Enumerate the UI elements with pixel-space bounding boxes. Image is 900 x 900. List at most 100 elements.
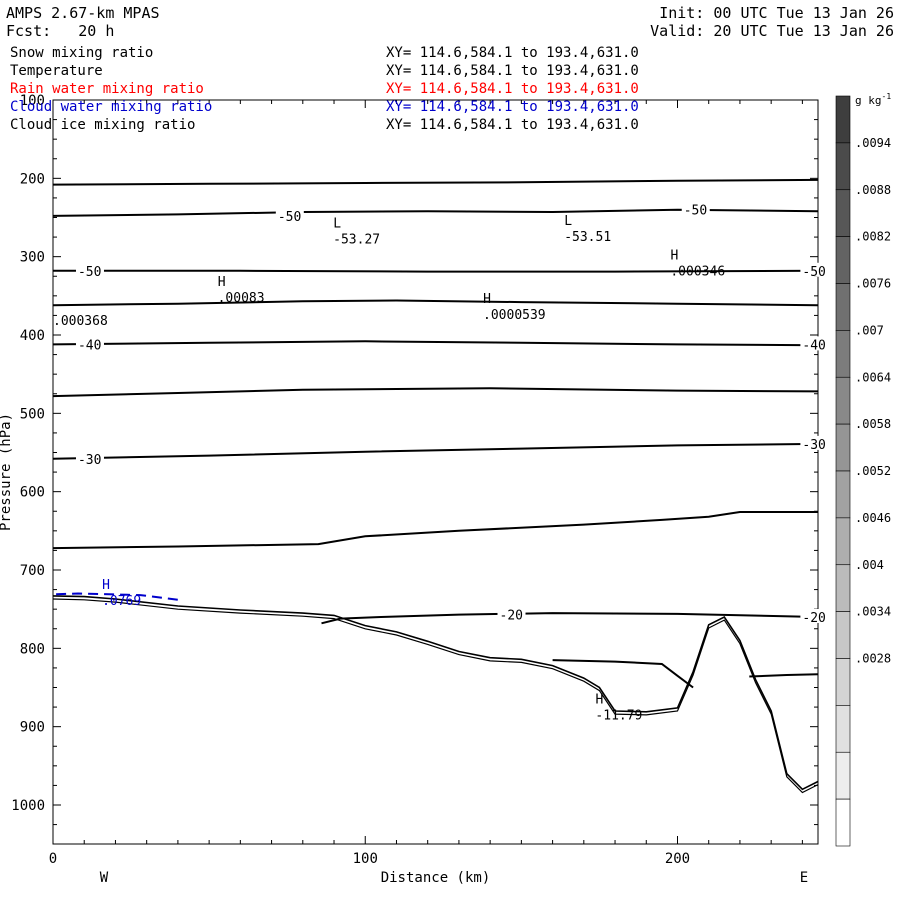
colorbar-label-3: .0076 — [855, 277, 891, 291]
x-axis-label: Distance (km) — [381, 870, 491, 886]
isotherm-label-bg — [800, 435, 829, 450]
isotherm-label-bg — [681, 201, 710, 216]
field-xy-temperature: XY= 114.6,584.1 to 193.4,631.0 — [386, 63, 639, 79]
colorbar-swatch-11 — [835, 611, 851, 659]
y-tick-label-9: 1000 — [11, 798, 45, 814]
colorbar-swatch-5 — [835, 330, 851, 378]
colorbar-label-6: .0058 — [855, 417, 891, 431]
x-tick-label-0: 0 — [49, 851, 57, 867]
field-xy-cloud-water: XY= 114.6,584.1 to 193.4,631.0 — [386, 99, 639, 115]
extremum-letter-1: L — [564, 214, 572, 229]
colorbar-swatch-14 — [835, 751, 851, 800]
extremum-value-2: .000346 — [670, 264, 725, 279]
y-tick-label-8: 900 — [20, 720, 45, 736]
isotherm-6 — [52, 442, 819, 460]
isotherm-label-bg — [800, 336, 829, 351]
extremum-letter-5: H — [102, 578, 110, 593]
isotherm-label-8: -20 — [500, 609, 523, 624]
direction-west: W — [100, 870, 109, 886]
colorbar-label-9: .004 — [855, 558, 884, 572]
extremum-value-1: -53.51 — [564, 230, 611, 245]
isotherm-label-bg — [75, 262, 104, 277]
x-tick-label-1: 100 — [353, 851, 378, 867]
isotherm-label-4: -40 — [78, 338, 101, 353]
model-title: AMPS 2.67-km MPAS — [6, 4, 160, 22]
extremum-letter-4: H — [483, 292, 491, 307]
extremum-letter-3: H — [218, 275, 226, 290]
field-name-cloud-ice: Cloud ice mixing ratio — [10, 117, 196, 133]
init-time: Init: 00 UTC Tue 13 Jan 26 — [659, 4, 894, 22]
y-tick-label-7: 800 — [20, 641, 45, 657]
isotherm-8 — [321, 612, 819, 625]
colorbar-label-8: .0046 — [855, 511, 891, 525]
field-name-rain: Rain water mixing ratio — [10, 81, 204, 97]
y-tick-label-3: 400 — [20, 328, 45, 344]
isotherm-label-bg — [75, 450, 104, 465]
isotherm-7 — [52, 511, 818, 550]
isotherm-label-6: -30 — [78, 453, 101, 468]
y-tick-label-0: 100 — [20, 93, 45, 109]
contour-value-label-0: .000368 — [53, 314, 108, 329]
colorbar-label-0: .0094 — [855, 136, 891, 150]
colorbar-swatch-8 — [835, 470, 851, 519]
isotherm-label-3: -50 — [802, 265, 825, 280]
colorbar-unit: g kg-1 — [855, 92, 891, 107]
colorbar-label-5: .0064 — [855, 370, 891, 384]
colorbar-swatch-13 — [835, 705, 851, 753]
isotherm-label-0: -50 — [278, 210, 301, 225]
field-name-temperature: Temperature — [10, 63, 103, 79]
isotherm-label-7: -30 — [802, 438, 825, 453]
field-xy-rain: XY= 114.6,584.1 to 193.4,631.0 — [386, 81, 639, 97]
y-axis-label: Pressure (hPa) — [0, 413, 14, 531]
colorbar-label-7: .0052 — [855, 464, 891, 478]
colorbar-label-2: .0082 — [855, 230, 891, 244]
isotherm-label-1: -50 — [684, 204, 707, 219]
isotherm-label-bg — [800, 262, 829, 277]
y-tick-label-1: 200 — [20, 171, 45, 187]
isotherm-label-2: -50 — [78, 265, 101, 280]
y-tick-label-2: 300 — [20, 250, 45, 266]
extremum-value-0: -53.27 — [333, 232, 380, 247]
extremum-value-4: .0000539 — [483, 308, 546, 323]
field-name-snow: Snow mixing ratio — [10, 45, 154, 61]
terrain-line — [52, 595, 819, 791]
isotherm-2 — [53, 269, 819, 273]
isotherm-5 — [52, 387, 819, 398]
extremum-letter-6: H — [596, 693, 604, 708]
isotherm-4 — [52, 340, 819, 347]
isotherm-label-5: -40 — [802, 338, 825, 353]
isotherm-label-bg — [75, 336, 104, 351]
direction-east: E — [800, 870, 808, 886]
field-xy-cloud-ice: XY= 114.6,584.1 to 193.4,631.0 — [386, 117, 639, 133]
colorbar-swatch-4 — [835, 283, 851, 331]
extremum-value-3: .00083 — [218, 291, 265, 306]
x-tick-label-2: 200 — [665, 851, 690, 867]
cloud-water-contour — [56, 592, 179, 601]
valid-time: Valid: 20 UTC Tue 13 Jan 26 — [650, 22, 894, 40]
isotherm-9 — [552, 659, 694, 689]
colorbar-swatch-7 — [835, 423, 851, 472]
colorbar-swatch-10 — [835, 564, 851, 612]
isotherm-label-bg — [275, 207, 304, 222]
y-tick-label-5: 600 — [20, 485, 45, 501]
colorbar-swatch-15 — [835, 798, 851, 847]
colorbar-swatch-6 — [835, 376, 851, 425]
isotherm-0 — [52, 178, 819, 186]
extremum-value-5: .0769 — [102, 594, 141, 609]
isotherm-label-bg — [800, 609, 829, 623]
colorbar-swatch-1 — [835, 142, 851, 191]
colorbar-label-1: .0088 — [855, 183, 891, 197]
colorbar-swatch-2 — [835, 189, 851, 237]
y-tick-label-6: 700 — [20, 563, 45, 579]
isotherm-10 — [749, 673, 819, 678]
colorbar-label-10: .0034 — [855, 605, 891, 619]
isotherm-label-bg — [497, 606, 526, 621]
isotherm-3 — [52, 299, 819, 307]
colorbar-swatch-12 — [835, 658, 851, 706]
extremum-value-6: -11.79 — [595, 709, 642, 724]
extremum-letter-0: L — [333, 216, 341, 231]
field-xy-snow: XY= 114.6,584.1 to 193.4,631.0 — [386, 45, 639, 61]
y-tick-label-4: 500 — [20, 406, 45, 422]
colorbar-label-11: .0028 — [855, 652, 891, 666]
